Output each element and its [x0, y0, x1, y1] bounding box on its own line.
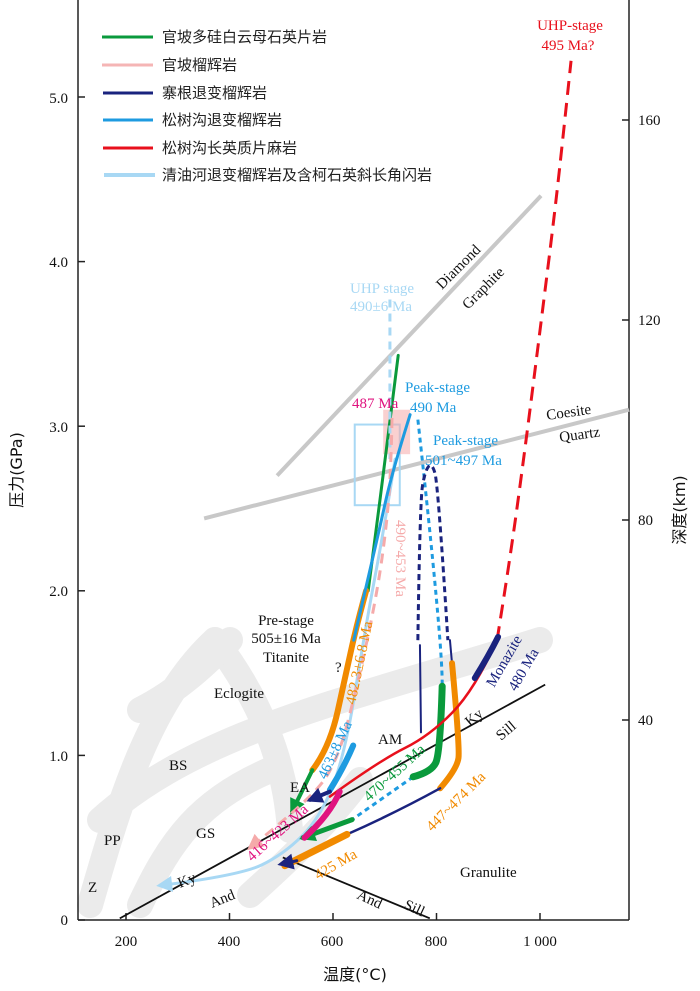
y-tick-labels: 0 1.0 2.0 3.0 4.0 5.0	[49, 91, 68, 929]
and-left-label: And	[208, 887, 238, 912]
quartz-label: Quartz	[558, 424, 601, 446]
y-tick-label: 0	[61, 913, 69, 929]
legend-label: 松树沟长英质片麻岩	[162, 139, 297, 157]
graphite-label: Graphite	[460, 264, 509, 313]
peak-stage-1-age: 490 Ma	[410, 400, 457, 416]
facies-curve-2	[127, 757, 283, 918]
gs-label: GS	[196, 826, 215, 842]
pink-dashed-path	[249, 417, 394, 849]
legend: 官坡多硅白云母石英片岩 官坡榴辉岩 寨根退变榴辉岩 松树沟退变榴辉岩 松树沟长英…	[102, 28, 432, 184]
facies-curve-4	[87, 627, 553, 833]
coesite-quartz-boundary	[203, 407, 630, 521]
pre-stage-age: 505±16 Ma	[251, 631, 321, 647]
x-tick-label: 600	[321, 934, 344, 950]
pt-paths	[156, 60, 573, 892]
blue-thick-lower-path	[326, 742, 357, 793]
and-sill-reaction-line	[282, 856, 431, 920]
blue-upper-path	[352, 413, 412, 642]
age-490-453-label: 490~453 Ma	[392, 520, 408, 597]
ky-left-label: Ky	[176, 870, 199, 892]
diamond-graphite-boundary	[275, 194, 543, 477]
ky-right-label: Ky	[462, 706, 487, 730]
legend-label: 官坡多硅白云母石英片岩	[162, 28, 327, 46]
y-tick-label: 2.0	[49, 584, 68, 600]
peak-stage-2-age: 501~497 Ma	[425, 453, 502, 469]
y2-tick-label: 120	[638, 313, 661, 329]
x-tick-label: 400	[218, 934, 241, 950]
arrowhead-icon	[247, 833, 265, 851]
peak-stage-2-label: Peak-stage	[433, 433, 498, 449]
peak-stage-1-label: Peak-stage	[405, 380, 470, 396]
navy-right-branch-path	[448, 639, 454, 665]
green-lower-path	[409, 682, 446, 781]
x-tick-label: 200	[115, 934, 138, 950]
eclogite-label: Eclogite	[214, 686, 264, 702]
y-axis-label: 压力(GPa)	[7, 432, 26, 508]
red-dashed-uhp-path	[495, 60, 573, 641]
bs-label: BS	[169, 758, 187, 774]
y2-tick-label: 40	[638, 713, 653, 729]
legend-label: 寨根退变榴辉岩	[162, 84, 267, 102]
am-label: AM	[378, 732, 402, 748]
y-tick-label: 5.0	[49, 91, 68, 107]
navy-lower-path	[345, 787, 442, 836]
arrowhead-icon	[306, 787, 325, 803]
uhp-stage-red-label: UHP-stage	[537, 18, 603, 34]
arrowhead-icon	[277, 853, 295, 870]
legend-label: 清油河退变榴辉岩及含柯石英斜长角闪岩	[162, 166, 432, 184]
y2-axis-label: 深度(km)	[670, 475, 689, 544]
pp-label: PP	[104, 833, 121, 849]
uhp-stage-lb-label: UHP stage	[350, 281, 414, 297]
uhp-box	[353, 423, 401, 507]
magenta-thick-path	[301, 788, 343, 841]
blue-dashed-lower-path	[351, 775, 415, 821]
titanite-label: Titanite	[263, 650, 309, 666]
y2-tick-label: 160	[638, 113, 661, 129]
navy-dashed-loop-path	[416, 463, 450, 641]
x-tick-label: 1 000	[523, 934, 557, 950]
arrowhead-icon	[156, 876, 174, 892]
y-tick-label: 4.0	[49, 255, 68, 271]
sill-bottom-label: Sill	[401, 897, 427, 920]
age-447-474-label: 447~474 Ma	[424, 769, 490, 835]
ea-label: EA	[290, 780, 310, 796]
uhp-stage-red-age: 495 Ma?	[542, 38, 595, 54]
x-tick-label: 800	[425, 934, 448, 950]
and-bottom-label: And	[354, 887, 385, 913]
navy-left-branch-path	[418, 644, 422, 734]
y-tick-label: 1.0	[49, 749, 68, 765]
axes	[77, 0, 630, 921]
orange-right-path	[437, 660, 462, 792]
sill-right-label: Sill	[493, 718, 519, 744]
legend-label: 松树沟退变榴辉岩	[162, 111, 282, 129]
facies-curve-6	[127, 627, 243, 723]
pre-stage-label: Pre-stage	[258, 613, 314, 629]
y2-tick-labels: 40 80 120 160	[638, 113, 661, 729]
question-label: ?	[335, 660, 342, 676]
navy-monazite-path	[471, 633, 502, 682]
tick-marks	[78, 96, 629, 921]
coesite-label: Coesite	[545, 402, 592, 424]
uhp-stage-lb-age: 490±6 Ma	[350, 299, 412, 315]
legend-label: 官坡榴辉岩	[162, 56, 237, 74]
x-tick-labels: 200 400 600 800 1 000	[115, 934, 557, 950]
age-487-label: 487 Ma	[352, 396, 399, 412]
y2-tick-label: 80	[638, 513, 653, 529]
y-tick-label: 3.0	[49, 420, 68, 436]
granulite-label: Granulite	[460, 865, 517, 881]
z-label: Z	[88, 880, 97, 896]
x-axis-label: 温度(°C)	[323, 965, 387, 984]
